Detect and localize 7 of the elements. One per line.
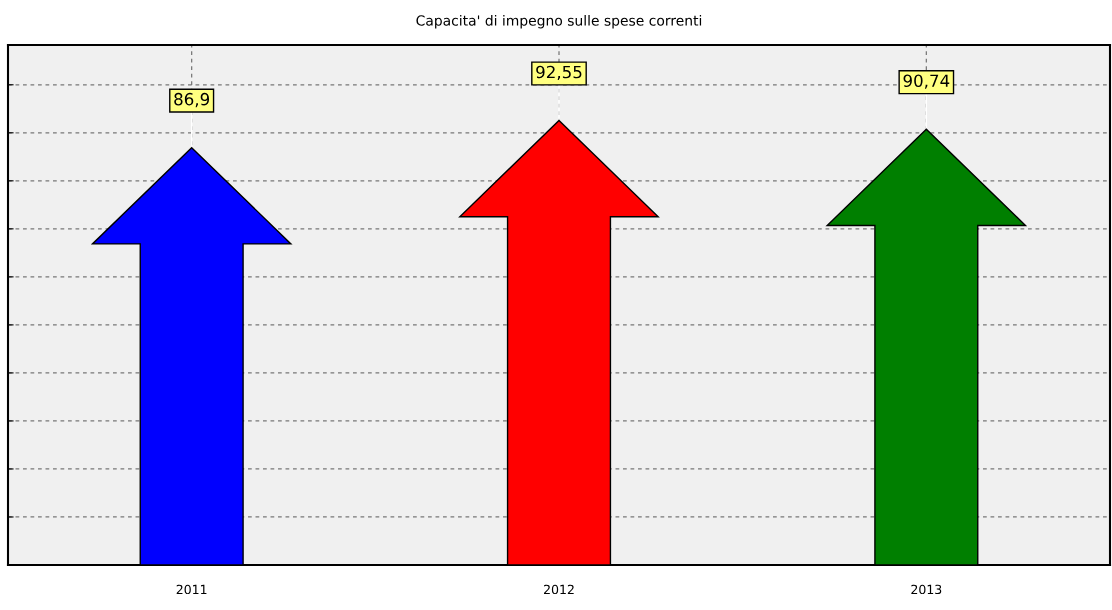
data-label: 90,74 [903,74,950,89]
x-tick-label: 2012 [544,584,574,595]
x-tick-label: 2011 [176,584,207,595]
chart-title: Capacita' di impegno sulle spese correnti [416,15,702,29]
data-label: 92,55 [536,65,582,81]
data-label: 86,9 [174,92,210,108]
x-tick-label: 2013 [911,584,942,595]
